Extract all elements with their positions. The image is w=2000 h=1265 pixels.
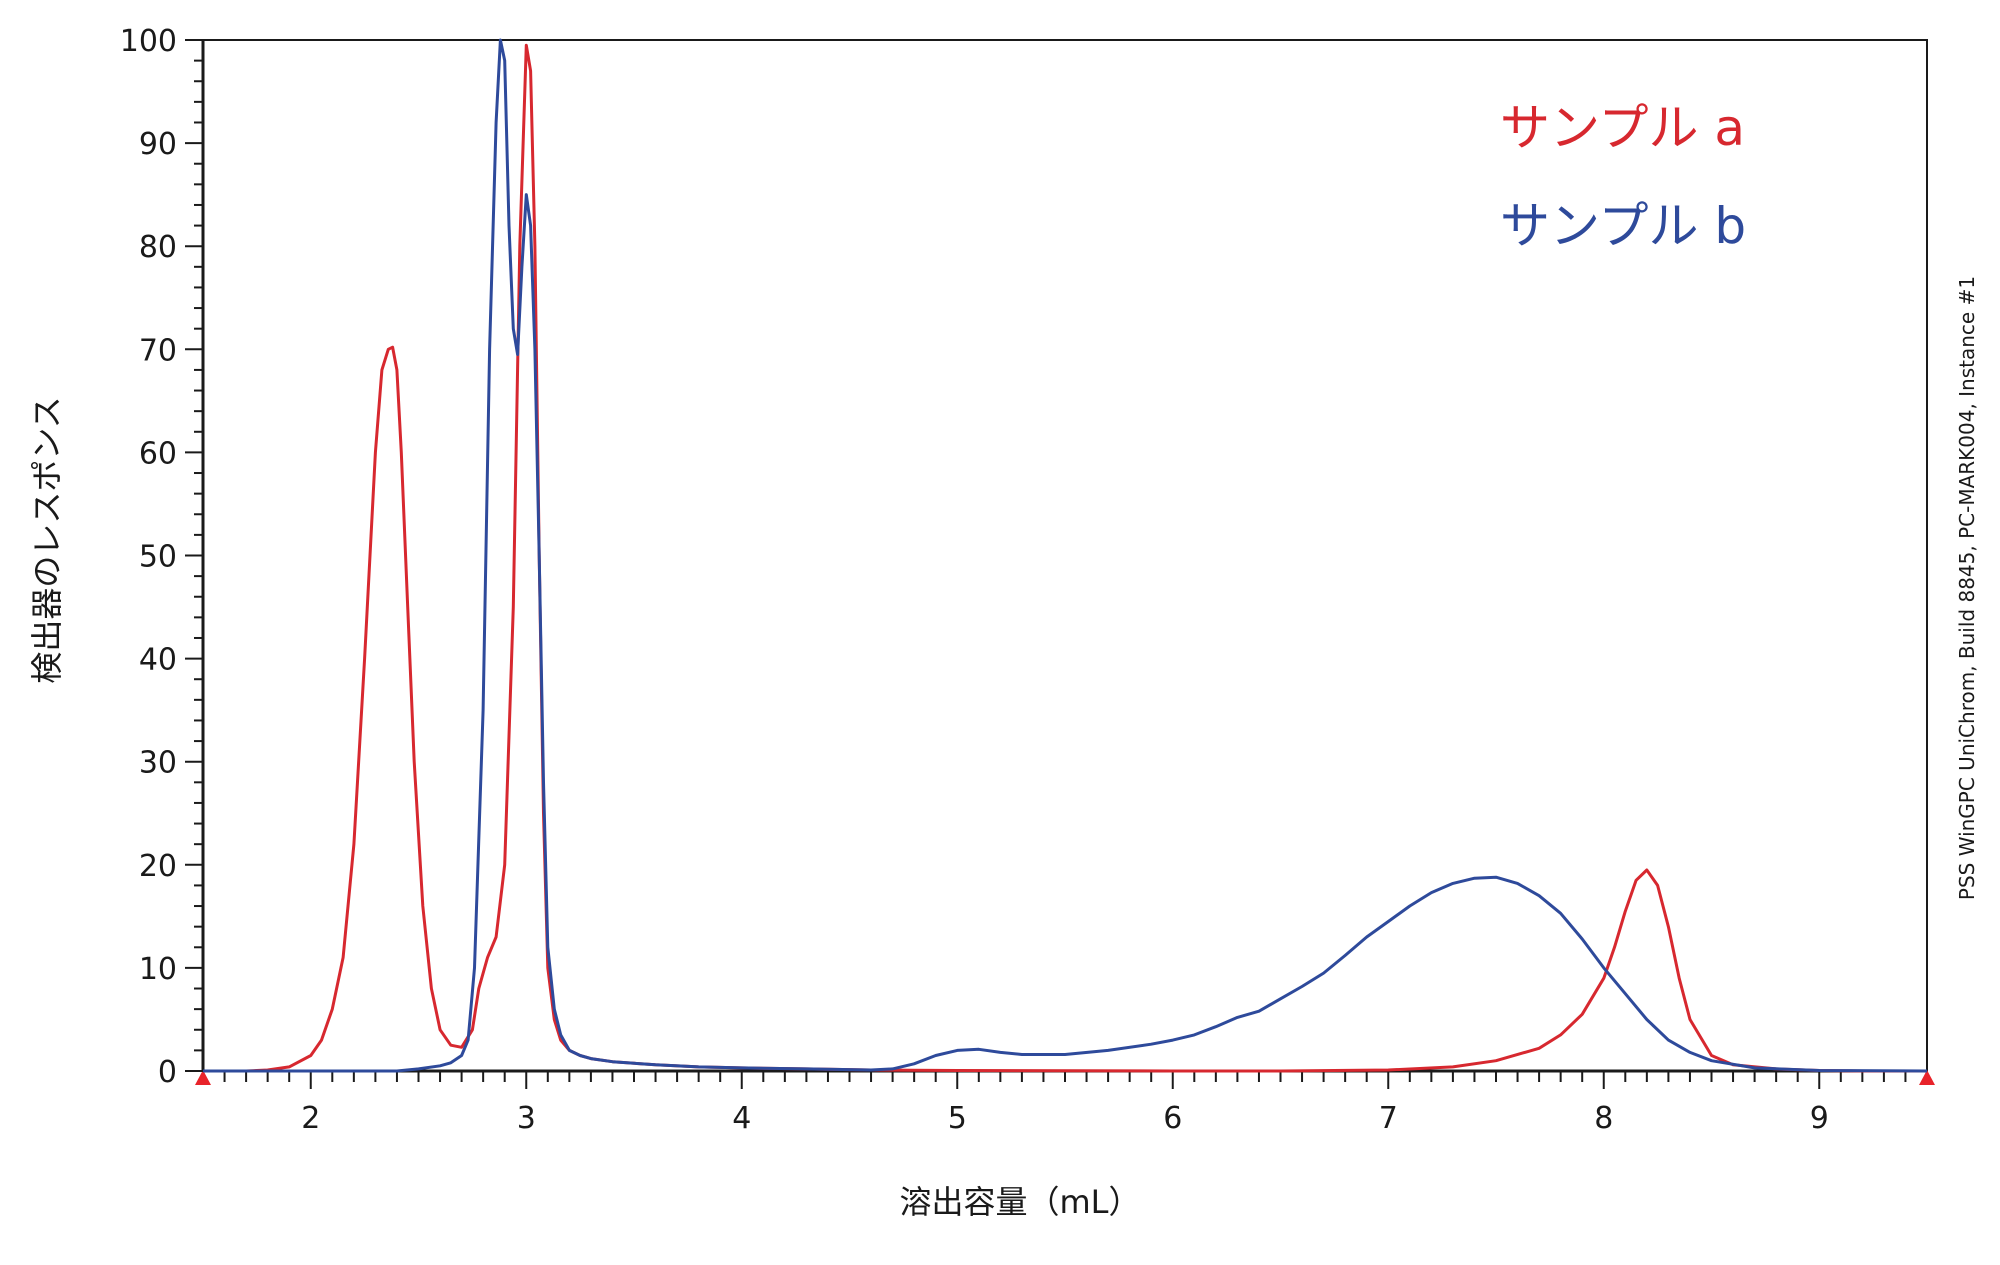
y-tick-label: 30 <box>139 746 177 781</box>
x-tick-label: 8 <box>1594 1101 1613 1136</box>
x-tick-label: 7 <box>1379 1101 1398 1136</box>
x-axis-title: 溶出容量（mL） <box>899 1183 1140 1221</box>
y-tick-label: 100 <box>120 24 177 59</box>
y-tick-label: 0 <box>158 1055 177 1090</box>
legend: サンプル a サンプル b <box>1500 99 1746 255</box>
x-tick-label: 5 <box>948 1101 967 1136</box>
plot-border <box>202 39 1928 1072</box>
y-tick-label: 50 <box>139 540 177 575</box>
x-tick-label: 6 <box>1163 1101 1182 1136</box>
x-axis: 2 3 4 5 6 7 8 9 <box>195 1069 1935 1136</box>
legend-label: サンプル a <box>1500 99 1745 157</box>
y-axis-title: 検出器のレスポンス <box>28 396 66 683</box>
y-tick-label: 70 <box>139 333 177 368</box>
series-line-b <box>203 38 1928 1073</box>
x-tick-label: 3 <box>517 1101 536 1136</box>
y-tick-label: 60 <box>139 436 177 471</box>
x-tick-label: 9 <box>1810 1101 1829 1136</box>
end-marker-icon <box>1919 1070 1935 1085</box>
watermark-text: PSS WinGPC UniChrom, Build 8845, PC-MARK… <box>1955 276 1979 900</box>
y-tick-label: 40 <box>139 643 177 678</box>
series-line-a <box>203 43 1927 1073</box>
y-tick-label: 20 <box>139 849 177 884</box>
y-axis: 0 10 20 30 40 50 60 70 80 90 100 <box>120 24 205 1090</box>
legend-label: サンプル b <box>1500 197 1746 255</box>
x-tick-label: 2 <box>301 1101 320 1136</box>
y-tick-label: 10 <box>139 952 177 987</box>
plot-frame <box>202 39 1928 1072</box>
series-layer <box>203 38 1928 1073</box>
y-tick-label: 90 <box>139 127 177 162</box>
x-tick-label: 4 <box>732 1101 751 1136</box>
y-tick-label: 80 <box>139 230 177 265</box>
start-marker-icon <box>195 1070 211 1085</box>
